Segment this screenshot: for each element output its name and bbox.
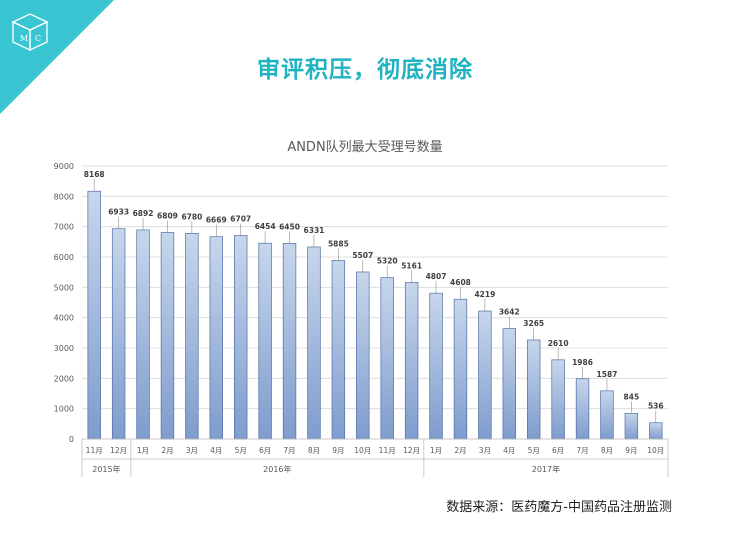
- bar: [551, 359, 565, 440]
- data-label: 5507: [352, 251, 373, 260]
- x-tick-label: 1月: [137, 446, 149, 455]
- data-label: 5885: [328, 239, 349, 248]
- x-tick-label: 9月: [332, 446, 344, 455]
- bar: [429, 292, 443, 440]
- y-tick-label: 9000: [54, 162, 74, 171]
- y-tick-label: 4000: [54, 314, 74, 323]
- y-tick-label: 6000: [54, 253, 74, 262]
- data-label: 6331: [304, 226, 325, 235]
- year-group-label: 2017年: [532, 464, 560, 474]
- x-tick-label: 3月: [479, 446, 491, 455]
- data-label: 6933: [108, 208, 129, 217]
- y-tick-label: 8000: [54, 192, 74, 201]
- x-tick-label: 2月: [454, 446, 466, 455]
- slide-title: 审评积压，彻底消除: [257, 57, 473, 83]
- bar: [600, 390, 614, 440]
- x-tick-label: 3月: [186, 446, 198, 455]
- chart-title: ANDN队列最大受理号数量: [287, 140, 443, 155]
- y-tick-label: 1000: [54, 405, 74, 414]
- data-label: 6454: [255, 222, 276, 231]
- bar: [356, 271, 370, 440]
- bar: [160, 232, 175, 440]
- corner-decoration: M C: [0, 0, 114, 114]
- y-tick-label: 3000: [54, 344, 74, 353]
- data-label: 845: [624, 392, 640, 401]
- year-group-label: 2015年: [92, 464, 120, 474]
- x-tick-label: 8月: [601, 446, 613, 455]
- data-label: 5320: [377, 257, 398, 266]
- bar: [234, 235, 248, 440]
- year-group-label: 2016年: [263, 464, 291, 474]
- bar: [307, 246, 321, 440]
- data-label: 2610: [548, 339, 569, 348]
- x-tick-label: 9月: [625, 446, 637, 455]
- bar-chart: 0 1000 2000 3000 4000 5000 6000 7000 8000 9000 81…: [54, 162, 669, 477]
- data-label: 5161: [401, 261, 422, 270]
- data-label: 6707: [230, 215, 251, 224]
- data-label: 4219: [474, 290, 495, 299]
- x-tick-label: 6月: [259, 446, 271, 455]
- x-tick-label: 7月: [283, 446, 295, 455]
- bar: [575, 378, 590, 440]
- bar: [258, 242, 272, 440]
- data-label: 536: [648, 402, 664, 411]
- data-label: 4608: [450, 278, 471, 287]
- data-label: 1986: [572, 358, 593, 367]
- y-tick-label: 5000: [54, 283, 74, 292]
- bar: [478, 310, 492, 440]
- bar: [136, 229, 150, 440]
- x-tick-label: 1月: [430, 446, 442, 455]
- x-tick-label: 6月: [552, 446, 564, 455]
- x-tick-label: 10月: [647, 446, 664, 455]
- bar: [502, 328, 516, 440]
- x-tick-label: 4月: [503, 446, 515, 455]
- data-label: 6669: [206, 216, 227, 225]
- bar: [624, 413, 639, 440]
- data-label: 3642: [499, 308, 520, 317]
- data-label: 4807: [426, 272, 447, 281]
- logo-letter-m: M: [20, 34, 28, 43]
- bar: [185, 232, 199, 440]
- y-tick-label: 7000: [54, 223, 74, 232]
- x-tick-label: 5月: [528, 446, 540, 455]
- logo-cube-icon: M C: [11, 13, 49, 52]
- x-tick-label: 11月: [379, 446, 396, 455]
- bar: [282, 243, 297, 440]
- x-tick-label: 2月: [161, 446, 173, 455]
- bar: [404, 282, 419, 440]
- y-tick-label: 2000: [54, 374, 74, 383]
- data-label: 6450: [279, 222, 300, 231]
- data-label: 3265: [523, 319, 544, 328]
- x-tick-label: 12月: [403, 446, 420, 455]
- x-tick-label: 8月: [308, 446, 320, 455]
- bar: [453, 298, 468, 440]
- data-label: 6892: [133, 209, 154, 218]
- x-tick-label: 10月: [354, 446, 371, 455]
- data-source-note: 数据来源：医药魔方-中国药品注册监测: [446, 500, 672, 515]
- x-tick-label: 11月: [86, 446, 103, 455]
- bar: [87, 190, 101, 440]
- bar: [111, 228, 126, 440]
- bar: [380, 277, 394, 440]
- x-tick-label: 4月: [210, 446, 222, 455]
- x-tick-label: 5月: [235, 446, 247, 455]
- data-label: 1587: [597, 370, 618, 379]
- data-label: 8168: [84, 170, 105, 179]
- bar: [209, 236, 223, 440]
- bar: [649, 422, 663, 440]
- data-label: 6780: [181, 212, 202, 221]
- bar: [527, 339, 541, 440]
- corner-triangle: [0, 0, 114, 114]
- logo-letter-c: C: [35, 34, 41, 43]
- x-tick-label: 7月: [576, 446, 588, 455]
- x-tick-label: 12月: [110, 446, 127, 455]
- data-label: 6809: [157, 211, 178, 220]
- bar: [331, 260, 346, 440]
- y-tick-label: 0: [69, 435, 74, 444]
